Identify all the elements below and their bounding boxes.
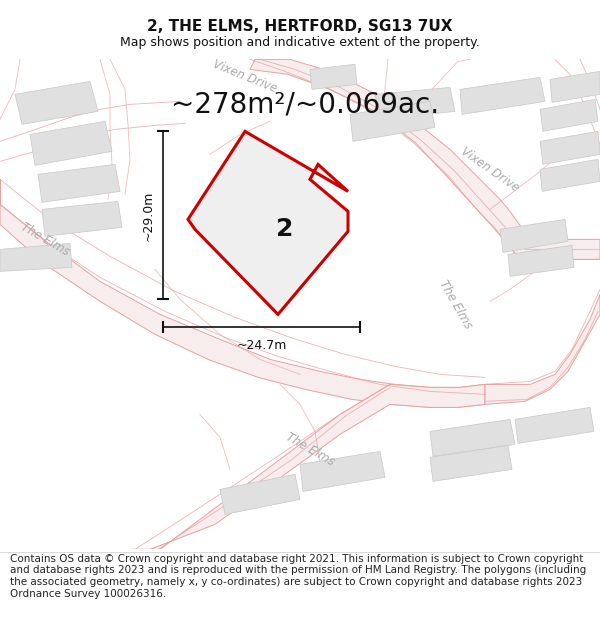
Text: The Elms: The Elms bbox=[436, 278, 474, 331]
Polygon shape bbox=[0, 243, 72, 271]
Polygon shape bbox=[430, 446, 512, 481]
Polygon shape bbox=[220, 474, 300, 514]
Polygon shape bbox=[375, 88, 455, 119]
Text: Contains OS data © Crown copyright and database right 2021. This information is : Contains OS data © Crown copyright and d… bbox=[10, 554, 586, 599]
Polygon shape bbox=[485, 294, 600, 404]
Text: ~29.0m: ~29.0m bbox=[142, 190, 155, 241]
Text: 2: 2 bbox=[277, 217, 293, 241]
Polygon shape bbox=[515, 408, 594, 443]
Text: 2, THE ELMS, HERTFORD, SG13 7UX: 2, THE ELMS, HERTFORD, SG13 7UX bbox=[147, 19, 453, 34]
Text: ~278m²/~0.069ac.: ~278m²/~0.069ac. bbox=[171, 91, 439, 118]
Polygon shape bbox=[540, 159, 600, 191]
Polygon shape bbox=[500, 219, 568, 253]
Text: Vixen Drive: Vixen Drive bbox=[458, 144, 521, 194]
Polygon shape bbox=[38, 164, 120, 202]
Polygon shape bbox=[430, 419, 515, 456]
Polygon shape bbox=[310, 64, 357, 89]
Polygon shape bbox=[508, 246, 574, 276]
Polygon shape bbox=[30, 121, 112, 166]
Polygon shape bbox=[540, 131, 600, 164]
Polygon shape bbox=[300, 451, 385, 491]
Polygon shape bbox=[540, 99, 598, 131]
Polygon shape bbox=[460, 78, 545, 114]
Polygon shape bbox=[350, 101, 435, 141]
Text: ~24.7m: ~24.7m bbox=[236, 339, 287, 352]
Text: Vixen Drive: Vixen Drive bbox=[211, 58, 279, 95]
Polygon shape bbox=[550, 71, 600, 102]
Polygon shape bbox=[188, 131, 348, 314]
Polygon shape bbox=[250, 59, 600, 259]
Polygon shape bbox=[0, 179, 485, 408]
Text: Map shows position and indicative extent of the property.: Map shows position and indicative extent… bbox=[120, 36, 480, 49]
Text: The Elms: The Elms bbox=[283, 430, 337, 469]
Text: The Elms: The Elms bbox=[19, 220, 71, 259]
Polygon shape bbox=[15, 81, 98, 124]
Polygon shape bbox=[42, 201, 122, 236]
Polygon shape bbox=[130, 384, 485, 549]
